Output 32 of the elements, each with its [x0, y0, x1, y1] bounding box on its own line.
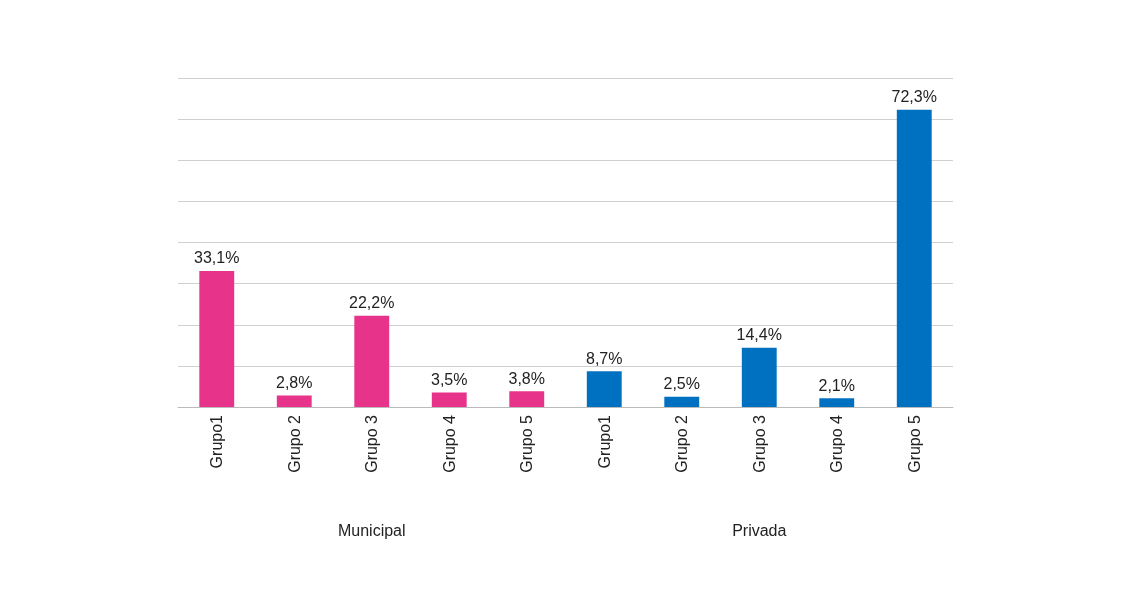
data-label: 2,5%	[663, 375, 700, 393]
bar	[431, 392, 467, 407]
x-tick-label: Grupo 4	[440, 414, 458, 473]
x-tick-label: Grupo 2	[673, 414, 691, 473]
data-label: 2,8%	[276, 373, 313, 391]
bar	[664, 396, 700, 407]
bar	[276, 395, 312, 407]
data-label: 72,3%	[891, 88, 937, 106]
data-label: 2,1%	[818, 376, 855, 394]
data-label: 3,5%	[431, 371, 468, 389]
bar	[509, 391, 545, 407]
data-label: 8,7%	[586, 349, 623, 367]
x-tick-label: Grupo 5	[905, 414, 923, 473]
x-tick-label: Grupo1	[595, 414, 613, 469]
data-label: 33,1%	[194, 249, 240, 267]
bar	[354, 315, 390, 407]
text: Privada	[732, 521, 787, 539]
bar	[741, 347, 777, 407]
x-tick-label: Grupo 5	[518, 414, 536, 473]
data-label: 22,2%	[349, 294, 395, 312]
bar	[199, 270, 235, 407]
x-tick-label: Grupo 4	[828, 414, 846, 473]
x-tick-label: Grupo1	[208, 414, 226, 469]
x-tick-label: Grupo 3	[363, 414, 381, 473]
x-tick-label: Grupo 3	[750, 414, 768, 473]
bar	[586, 371, 622, 407]
x-tick-label: Grupo 2	[285, 414, 303, 473]
text: Municipal	[337, 521, 406, 539]
bar	[896, 109, 932, 407]
data-label: 3,8%	[508, 369, 545, 387]
data-label: 14,4%	[736, 326, 782, 344]
bar	[819, 398, 855, 407]
